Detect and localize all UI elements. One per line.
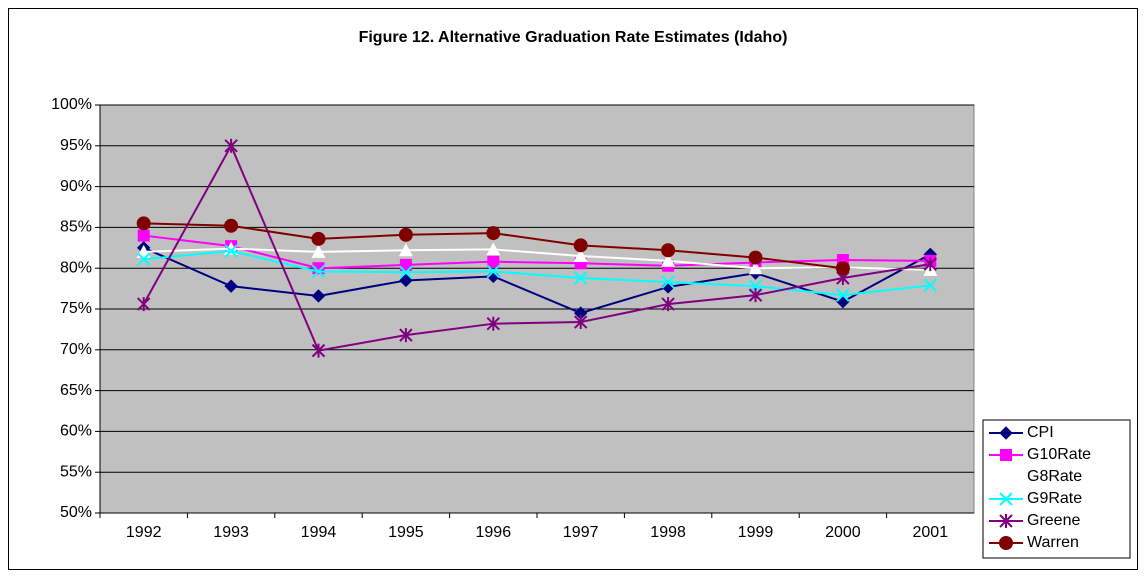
marker (311, 231, 326, 246)
y-tick-label: 65% (60, 382, 92, 399)
legend-box (982, 419, 1131, 559)
y-tick-label: 85% (60, 219, 92, 236)
y-tick-label: 90% (60, 178, 92, 195)
marker (224, 218, 239, 233)
legend-label: G10Rate (1027, 446, 1091, 463)
chart-title: Figure 12. Alternative Graduation Rate E… (359, 29, 788, 46)
marker (224, 244, 238, 258)
marker (573, 238, 588, 253)
marker (835, 261, 850, 276)
x-tick-label: 2000 (825, 524, 861, 541)
marker (399, 265, 413, 279)
marker (661, 275, 675, 289)
marker (398, 243, 413, 257)
marker (661, 297, 675, 312)
y-tick-label: 50% (60, 504, 92, 521)
marker (136, 297, 151, 312)
legend-label: Warren (1027, 534, 1079, 551)
marker (573, 315, 588, 330)
y-tick-label: 60% (60, 423, 92, 440)
x-tick-label: 1995 (388, 524, 424, 541)
marker (224, 279, 238, 293)
marker (224, 138, 238, 153)
marker (311, 343, 326, 358)
y-tick-label: 80% (60, 259, 92, 276)
series (136, 244, 938, 302)
marker (311, 289, 326, 303)
marker (137, 229, 150, 242)
marker (999, 514, 1013, 528)
marker (748, 261, 763, 275)
x-tick-label: 1993 (213, 524, 249, 541)
marker (486, 242, 501, 256)
marker (1000, 449, 1012, 461)
series (136, 216, 850, 276)
marker (923, 257, 938, 272)
x-tick-label: 1994 (301, 524, 337, 541)
y-tick-label: 95% (60, 137, 92, 154)
marker (486, 264, 501, 279)
series-line (143, 234, 931, 270)
marker (398, 227, 413, 242)
series-line (143, 250, 931, 297)
x-tick-label: 1996 (476, 524, 512, 541)
marker (999, 492, 1013, 506)
y-tick-label: 70% (60, 341, 92, 358)
x-tick-label: 1998 (650, 524, 686, 541)
y-tick-label: 55% (60, 463, 92, 480)
x-tick-label: 2001 (913, 524, 949, 541)
series (136, 138, 938, 358)
marker (136, 216, 151, 231)
legend-label: CPI (1027, 424, 1054, 441)
series-line (142, 143, 931, 352)
marker (836, 254, 849, 267)
marker (311, 264, 326, 279)
marker (573, 248, 588, 262)
marker (399, 273, 413, 288)
marker (486, 316, 501, 331)
marker (999, 536, 1013, 550)
x-tick-label: 1999 (738, 524, 774, 541)
legend-label: G9Rate (1027, 490, 1082, 507)
marker (999, 426, 1013, 440)
marker (573, 271, 588, 285)
marker (836, 288, 850, 302)
marker (661, 253, 676, 267)
x-tick-label: 1992 (126, 524, 162, 541)
marker (487, 255, 500, 268)
marker (486, 226, 501, 241)
y-tick-label: 100% (51, 96, 92, 113)
marker (661, 243, 676, 258)
marker (748, 250, 763, 265)
marker (999, 470, 1013, 483)
legend-label: G8Rate (1027, 468, 1082, 485)
y-tick-label: 75% (60, 300, 92, 317)
legend-label: Greene (1027, 512, 1080, 529)
marker (748, 288, 763, 303)
marker (311, 244, 326, 258)
x-tick-label: 1997 (563, 524, 599, 541)
marker (399, 328, 413, 343)
marker (136, 252, 151, 266)
marker (923, 278, 938, 293)
